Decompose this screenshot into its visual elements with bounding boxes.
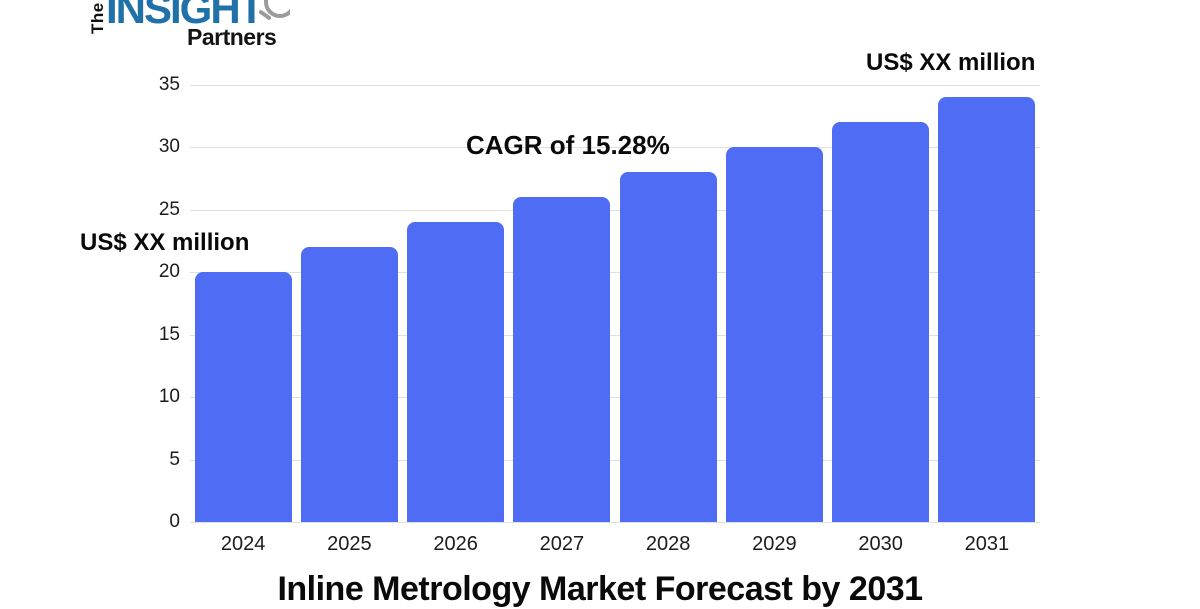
logo-insight-text: INSIGHT — [106, 0, 264, 32]
gridline — [190, 334, 1040, 336]
x-tick-label: 2028 — [645, 533, 691, 555]
logo-partners-text: Partners — [187, 24, 277, 50]
bar-2024 — [194, 272, 292, 522]
bar-2027 — [513, 197, 611, 522]
y-tick-label: 25 — [158, 198, 180, 220]
gridline — [190, 397, 1040, 399]
bar-2025 — [300, 247, 398, 522]
gridline — [190, 522, 1040, 523]
bar-2028 — [619, 172, 717, 522]
x-tick-label: 2026 — [433, 533, 478, 555]
x-tick-label: 2025 — [327, 533, 372, 555]
x-tick-label: 2030 — [858, 533, 903, 555]
magnifier-icon — [264, 0, 290, 18]
annotation-cagr: CAGR of 15.28% — [466, 130, 670, 160]
y-tick-label: 15 — [158, 323, 180, 345]
insight-partners-logo: The INSIGHT Partners — [30, 0, 290, 50]
y-tick-label: 35 — [158, 74, 180, 95]
gridline — [190, 272, 1040, 274]
bar-2030 — [832, 122, 930, 522]
chart-title: Inline Metrology Market Forecast by 2031 — [277, 570, 923, 608]
gridline — [190, 85, 1040, 86]
gridline — [190, 209, 1040, 211]
bar-2026 — [407, 222, 505, 522]
y-tick-label: 0 — [169, 511, 180, 532]
y-tick-label: 10 — [158, 386, 180, 408]
gridline — [190, 459, 1040, 461]
x-tick-label: 2029 — [752, 533, 797, 555]
x-tick-label: 2027 — [539, 533, 585, 555]
annotation-end-value: US$ XX million — [866, 49, 1036, 76]
bar-2031 — [938, 97, 1036, 522]
y-tick-label: 5 — [169, 448, 180, 470]
annotation-start-value: US$ XX million — [80, 229, 250, 256]
x-tick-label: 2024 — [220, 533, 266, 555]
y-tick-label: 20 — [158, 261, 180, 283]
y-tick-label: 30 — [158, 136, 180, 158]
bar-2029 — [725, 147, 823, 522]
x-tick-label: 2031 — [964, 533, 1010, 555]
gridline — [190, 147, 1040, 149]
